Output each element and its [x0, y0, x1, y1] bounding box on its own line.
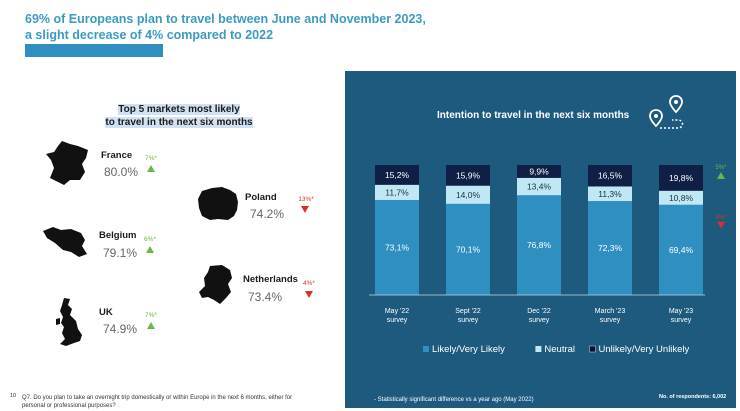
category-label: survey	[529, 317, 550, 324]
market-change-belgium: 6%*	[144, 236, 156, 243]
title-line-1: 69% of Europeans plan to travel between …	[25, 12, 426, 26]
category-label: survey	[458, 317, 479, 324]
market-change-france: 7%*	[145, 155, 157, 162]
significance-label: 5%*	[715, 165, 727, 171]
market-name-belgium: Belgium	[99, 230, 137, 241]
market-value-uk: 74.9%	[103, 322, 138, 336]
bar-segment	[446, 185, 490, 204]
bar-segment	[517, 195, 561, 295]
bar-segment	[659, 204, 703, 295]
market-change-uk: 7%*	[145, 312, 157, 319]
market-change-netherlands: 4%*	[303, 280, 315, 287]
category-label: survey	[387, 317, 408, 324]
title-line-2: a slight decrease of 4% compared to 2022	[25, 28, 274, 42]
data-label: 9,9%	[529, 166, 549, 176]
poland-map-icon	[198, 187, 238, 220]
legend-swatch	[535, 346, 542, 352]
stacked-bar-chart: 73,1% 11,7% 15,2% May '22 survey 70,1% 14,0% 15…	[369, 165, 727, 355]
data-label: 13,4%	[527, 182, 552, 192]
belgium-map-icon	[43, 227, 87, 257]
data-label: 19,8%	[669, 173, 694, 183]
data-label: 15,2%	[385, 170, 410, 180]
page-number: 10	[10, 393, 17, 399]
bar-segment	[375, 165, 419, 185]
bar-segment	[659, 190, 703, 205]
chart-title: Intention to travel in the next six mont…	[437, 110, 630, 121]
category-label: March '23	[595, 308, 626, 315]
data-label: 73,1%	[385, 242, 410, 252]
data-label: 11,3%	[598, 189, 622, 199]
data-label: 14,0%	[456, 190, 481, 200]
footer-respondents: No. of respondents: 6,002	[659, 394, 727, 400]
bar-segment	[375, 199, 419, 295]
data-label: 76,8%	[527, 240, 552, 250]
markets-title: Top 5 markets most likely to travel in t…	[95, 103, 263, 129]
page-title: 69% of Europeans plan to travel between …	[25, 11, 445, 43]
market-name-france: France	[101, 150, 133, 161]
market-value-poland: 74.2%	[250, 207, 285, 221]
market-change-poland: 13%*	[298, 196, 314, 203]
title-accent-bar	[25, 44, 163, 57]
data-label: 69,4%	[669, 245, 694, 255]
category-label: survey	[600, 317, 621, 324]
france-map-icon	[46, 141, 88, 185]
data-label: 72,3%	[598, 243, 623, 253]
uk-map-icon	[56, 298, 82, 346]
market-name-netherlands: Netherlands	[243, 274, 298, 285]
bar-segment	[446, 203, 490, 295]
legend-label: Unlikely/Very Unlikely	[599, 344, 690, 355]
up-arrow-icon	[717, 172, 725, 179]
bar-segment	[517, 177, 561, 196]
market-value-netherlands: 73.4%	[248, 290, 283, 304]
data-label: 15,9%	[456, 170, 481, 180]
footer-question: Q7. Do you plan to take an overnight tri…	[22, 395, 293, 409]
category-label: Dec '22	[527, 308, 551, 315]
legend-swatch	[423, 346, 429, 352]
bar-segment	[446, 165, 490, 186]
data-label: 16,5%	[598, 171, 623, 181]
up-arrow-icon	[147, 322, 155, 329]
footer-significance-note: - Statistically significant difference v…	[374, 397, 534, 403]
down-arrow-icon	[305, 291, 313, 298]
legend-swatch	[589, 345, 596, 353]
bar-segment	[588, 186, 632, 202]
up-arrow-icon	[147, 165, 155, 172]
bar-segment	[588, 165, 632, 187]
category-label: survey	[671, 317, 692, 324]
category-label: May '23	[669, 308, 693, 315]
data-label: 70,1%	[456, 244, 481, 254]
market-value-france: 80.0%	[104, 165, 139, 179]
data-label: 10,8%	[669, 193, 694, 203]
markets-title-line-1: Top 5 markets most likely	[118, 104, 240, 115]
markets-title-line-2: to travel in the next six months	[105, 117, 253, 128]
data-label: 11,7%	[385, 187, 409, 197]
market-name-uk: UK	[99, 307, 113, 318]
bar-segment	[659, 165, 703, 191]
legend-label: Neutral	[544, 344, 575, 355]
category-label: May '22	[385, 308, 409, 315]
category-label: Sept '22	[455, 308, 481, 315]
bar-segment	[588, 201, 632, 295]
map-pin-route-icon	[649, 95, 684, 129]
netherlands-map-icon	[199, 265, 232, 304]
market-name-poland: Poland	[245, 192, 277, 203]
bar-segment	[375, 184, 419, 200]
legend-label: Likely/Very Likely	[432, 344, 505, 355]
down-arrow-icon	[717, 221, 725, 229]
market-value-belgium: 79.1%	[103, 246, 138, 260]
down-arrow-icon	[301, 206, 309, 213]
bar-segment	[517, 165, 561, 178]
up-arrow-icon	[146, 246, 154, 253]
significance-label: 4%*	[715, 215, 727, 221]
